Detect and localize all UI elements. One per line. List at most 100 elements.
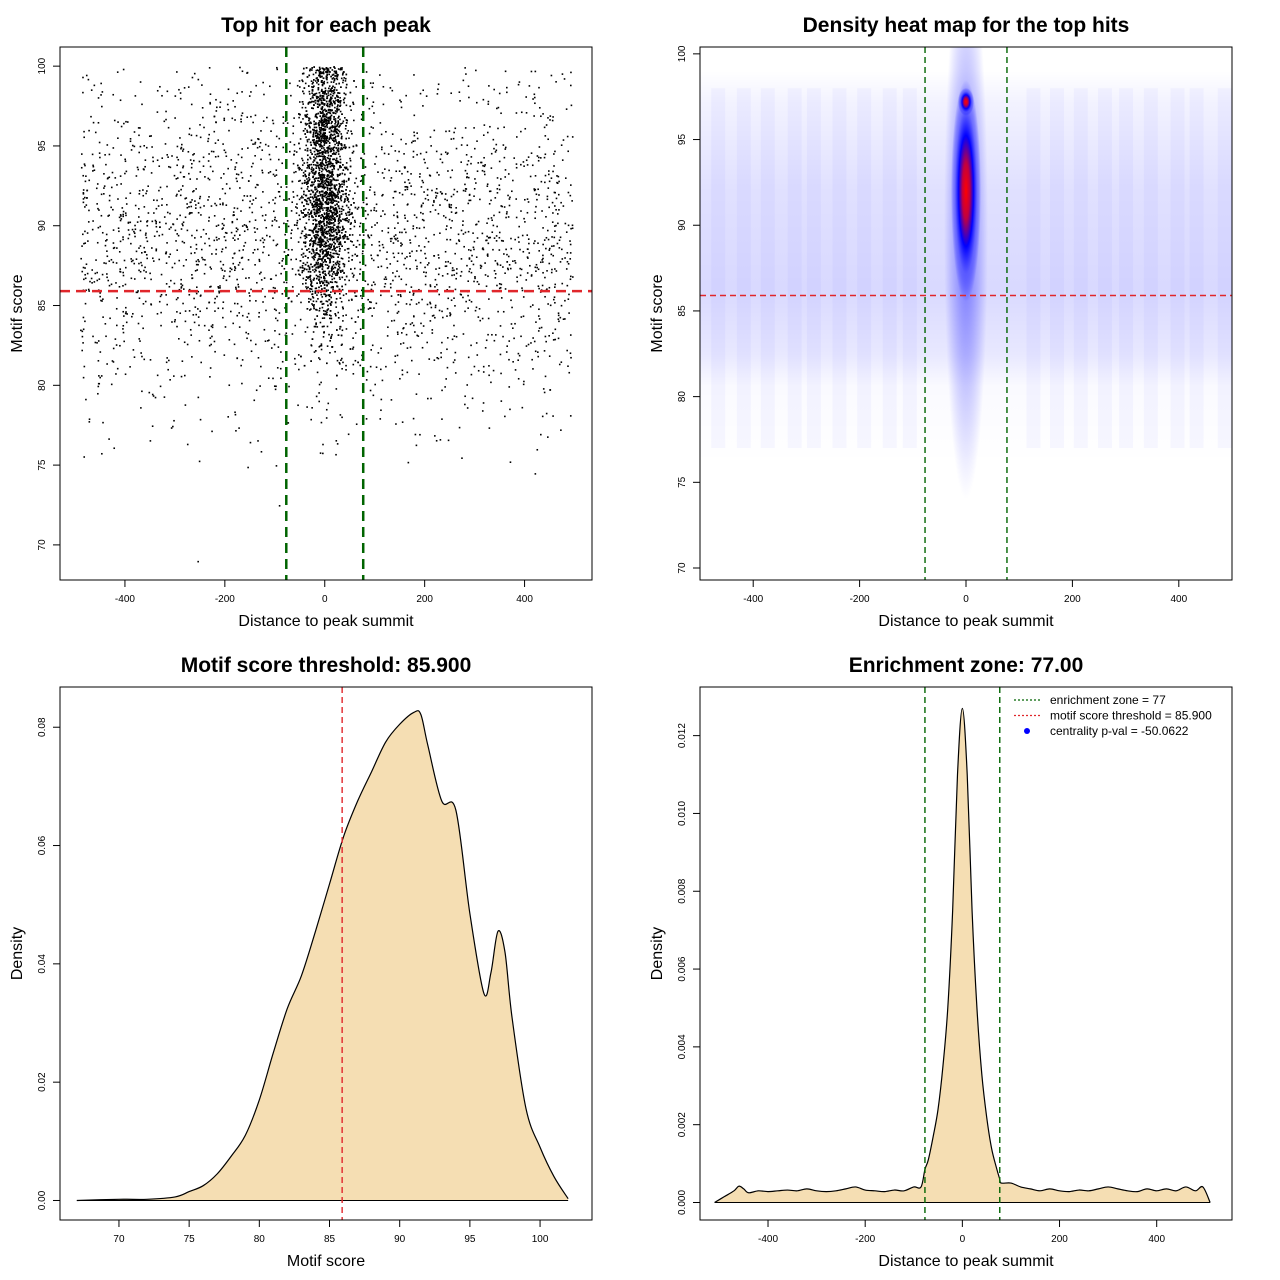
scatter-point: [345, 180, 348, 183]
scatter-point: [236, 207, 239, 210]
scatter-point: [336, 329, 338, 331]
scatter-point: [84, 164, 86, 167]
scatter-point: [312, 94, 314, 97]
scatter-point: [487, 217, 490, 220]
scatter-point: [161, 94, 163, 97]
scatter-point: [328, 73, 331, 76]
scatter-point: [371, 344, 374, 347]
scatter-point: [329, 179, 332, 181]
scatter-point: [482, 371, 485, 373]
scatter-point: [118, 216, 121, 219]
scatter-point: [560, 429, 562, 431]
scatter-point: [327, 90, 329, 92]
scatter-point: [487, 103, 490, 105]
scatter-point: [207, 177, 210, 180]
scatter-point: [342, 218, 344, 221]
scatter-point: [314, 263, 317, 266]
scatter-point: [463, 245, 465, 248]
scatter-point: [351, 234, 354, 236]
scatter-point: [323, 174, 326, 176]
scatter-point: [165, 283, 168, 285]
scatter-point: [228, 384, 231, 387]
scatter-point: [554, 338, 557, 341]
scatter-point: [315, 323, 317, 326]
scatter-point: [314, 102, 317, 104]
scatter-point: [306, 326, 309, 329]
scatter-point: [255, 239, 257, 241]
scatter-point: [214, 310, 216, 312]
scatter-point: [161, 157, 164, 159]
scatter-point: [407, 461, 410, 464]
scatter-point: [410, 141, 413, 144]
scatter-point: [255, 84, 257, 87]
scatter-point: [298, 113, 300, 115]
scatter-point: [83, 242, 85, 245]
scatter-point: [538, 250, 540, 252]
scatter-point: [319, 207, 321, 210]
scatter-point: [450, 206, 452, 209]
scatter-point: [427, 397, 429, 400]
scatter-point: [319, 301, 322, 303]
scatter-point: [335, 99, 337, 102]
scatter-point: [175, 240, 177, 242]
scatter-point: [96, 279, 99, 282]
scatter-point: [314, 171, 317, 173]
scatter-point: [110, 186, 113, 189]
scatter-point: [97, 385, 100, 388]
scatter-point: [181, 185, 184, 187]
scatter-point: [359, 328, 362, 330]
scatter-point: [92, 121, 95, 124]
scatter-point: [444, 386, 446, 388]
scatter-point: [310, 252, 313, 255]
scatter-point: [130, 149, 133, 151]
scatter-point: [304, 208, 307, 210]
scatter-point: [319, 321, 322, 324]
scatter-point: [319, 155, 322, 158]
scatter-point: [335, 71, 338, 73]
scatter-point: [166, 154, 169, 156]
scatter-point: [533, 115, 535, 117]
scatter-point: [82, 316, 85, 319]
scatter-point: [528, 85, 531, 87]
scatter-point: [319, 210, 321, 213]
scatter-point: [486, 131, 489, 134]
scatter-point: [115, 344, 118, 346]
scatter-point: [510, 299, 512, 302]
scatter-point: [299, 179, 301, 182]
scatter-point: [235, 286, 237, 289]
scatter-point: [197, 263, 199, 266]
y-tick-label: 90: [37, 220, 48, 232]
scatter-point: [416, 137, 419, 140]
scatter-point: [503, 156, 506, 159]
scatter-point: [339, 237, 342, 239]
scatter-point: [338, 276, 341, 279]
scatter-point: [332, 192, 335, 195]
scatter-point: [377, 266, 380, 268]
scatter-point: [302, 90, 304, 93]
scatter-point: [315, 395, 318, 398]
scatter-point: [332, 77, 335, 79]
scatter-point: [449, 238, 452, 241]
scatter-point: [538, 318, 541, 320]
scatter-point: [82, 193, 85, 195]
scatter-point: [327, 230, 330, 233]
x-axis-label-scatter: Distance to peak summit: [238, 613, 414, 630]
scatter-point: [388, 169, 390, 172]
scatter-point: [343, 179, 345, 182]
scatter-point: [480, 161, 482, 164]
scatter-point: [519, 267, 521, 270]
scatter-point: [329, 191, 331, 194]
scatter-point: [467, 176, 470, 179]
scatter-point: [392, 279, 394, 282]
scatter-point: [150, 172, 153, 174]
scatter-point: [514, 262, 517, 264]
scatter-point: [209, 367, 212, 369]
scatter-point: [188, 213, 191, 215]
scatter-point: [322, 181, 324, 184]
scatter-point: [336, 260, 339, 263]
scatter-point: [319, 249, 321, 252]
scatter-point: [567, 298, 570, 300]
scatter-point: [330, 155, 332, 157]
scatter-point: [421, 346, 424, 349]
scatter-point: [249, 200, 251, 203]
